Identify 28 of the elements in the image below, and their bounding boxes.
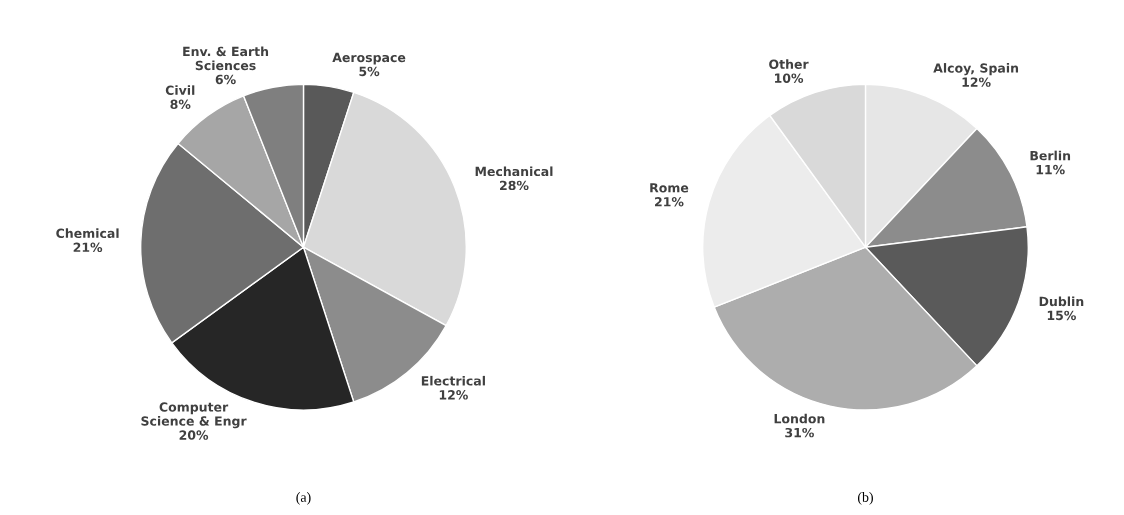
slice-label: Mechanical bbox=[475, 166, 553, 177]
slice-label: Electrical bbox=[421, 375, 485, 386]
slice-label: Aerospace bbox=[332, 52, 406, 65]
data-label: 31% bbox=[785, 427, 814, 438]
slice-label: Alcoy, Spain bbox=[933, 63, 1019, 76]
data-label: 11% bbox=[1036, 164, 1065, 175]
slice-label: Dublin bbox=[1039, 296, 1084, 307]
slice-label: Civil bbox=[165, 85, 195, 96]
slice-label: Env. & Earth Sciences bbox=[183, 46, 269, 71]
data-label: 12% bbox=[962, 77, 991, 87]
slice-label: Computer Science & Engr bbox=[141, 402, 247, 429]
data-label: 5% bbox=[359, 66, 380, 77]
data-label: 21% bbox=[73, 242, 103, 253]
slice-label: Berlin bbox=[1030, 150, 1071, 161]
data-label: 21% bbox=[655, 197, 684, 207]
text: (b) bbox=[857, 492, 873, 505]
data-label: 12% bbox=[439, 390, 468, 400]
slice-label: Chemical bbox=[56, 228, 119, 239]
slice-label: Rome bbox=[650, 183, 689, 193]
data-label: 15% bbox=[1047, 310, 1076, 321]
slice-label: Other bbox=[769, 59, 809, 69]
data-label: 8% bbox=[170, 99, 191, 110]
data-label: 10% bbox=[775, 73, 804, 83]
data-label: 28% bbox=[500, 180, 529, 191]
data-label: 6% bbox=[215, 74, 236, 85]
text: (a) bbox=[296, 492, 311, 505]
data-label: 20% bbox=[179, 430, 209, 440]
slice-label: London bbox=[774, 413, 825, 424]
